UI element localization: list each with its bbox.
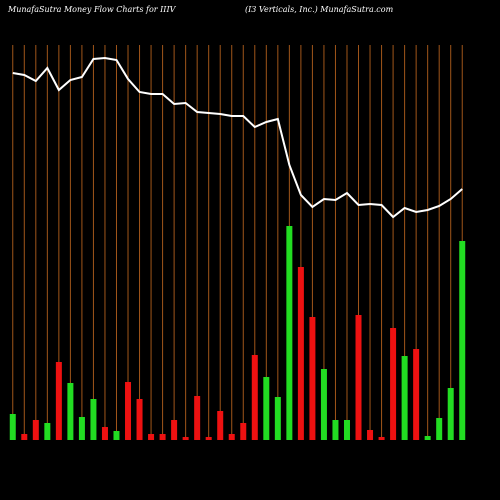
chart-subtitle: (I3 Verticals, Inc.) MunafaSutra.com — [245, 5, 394, 14]
bar — [78, 417, 85, 440]
bar — [413, 349, 420, 440]
bar — [21, 434, 28, 440]
bar — [251, 355, 258, 440]
bar — [44, 423, 51, 440]
bar — [320, 369, 327, 440]
bar — [182, 437, 189, 440]
bar — [309, 317, 316, 440]
bar — [194, 396, 201, 440]
bar — [436, 418, 443, 440]
bar — [274, 397, 281, 440]
bar — [297, 267, 304, 440]
bar — [101, 427, 108, 440]
chart-title: MunafaSutra Money Flow Charts for IIIV — [7, 5, 177, 14]
bar — [286, 226, 293, 440]
bar — [55, 362, 62, 440]
bar — [332, 420, 339, 440]
bar — [148, 434, 155, 440]
bar — [447, 388, 454, 440]
bar — [113, 431, 120, 440]
bar — [390, 328, 397, 440]
price-line — [12, 56, 463, 219]
bar — [355, 315, 362, 440]
bar — [136, 399, 143, 440]
bar — [67, 383, 74, 440]
bar — [401, 356, 408, 440]
bar — [240, 423, 247, 440]
bar — [217, 411, 224, 440]
bar — [228, 434, 235, 440]
bar — [263, 377, 270, 440]
bar — [32, 420, 39, 440]
bar — [171, 420, 178, 440]
bar — [159, 434, 166, 440]
bar — [424, 436, 431, 440]
bar — [9, 414, 16, 440]
bar — [459, 241, 466, 440]
bar — [125, 382, 132, 440]
bar — [378, 437, 385, 440]
bar — [343, 420, 350, 440]
bar — [205, 437, 212, 440]
bar — [367, 430, 374, 440]
bar — [90, 399, 97, 440]
